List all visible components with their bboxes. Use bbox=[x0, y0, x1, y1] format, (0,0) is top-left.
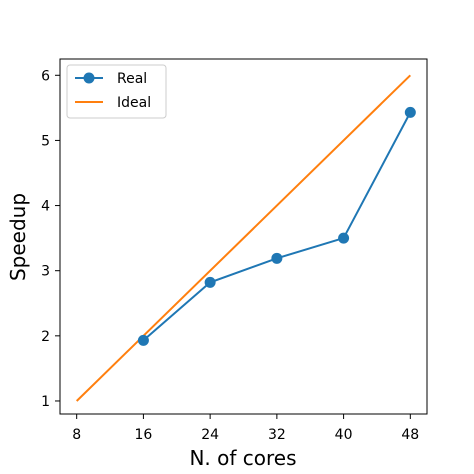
legend: Real Ideal bbox=[66, 64, 167, 119]
x-tick-label: 40 bbox=[335, 427, 353, 443]
y-tick-label: 2 bbox=[41, 329, 50, 345]
y-tick-label: 1 bbox=[41, 394, 50, 410]
x-tick-label: 8 bbox=[72, 427, 81, 443]
data-point-real bbox=[338, 232, 350, 244]
x-tick-label: 16 bbox=[134, 427, 152, 443]
y-tick-label: 3 bbox=[41, 264, 50, 280]
y-tick-label: 6 bbox=[41, 68, 50, 84]
series-layer bbox=[76, 74, 416, 402]
legend-real-marker bbox=[83, 72, 95, 84]
x-axis-label: N. of cores bbox=[189, 446, 296, 470]
data-point-real bbox=[271, 252, 283, 264]
data-point-real bbox=[137, 334, 149, 346]
legend-ideal-label: Ideal bbox=[117, 95, 151, 111]
data-point-real bbox=[204, 276, 216, 288]
y-tick-label: 5 bbox=[41, 133, 50, 149]
x-tick-label: 32 bbox=[268, 427, 286, 443]
x-tick-label: 48 bbox=[401, 427, 419, 443]
series-line-ideal bbox=[76, 74, 411, 402]
data-point-real bbox=[404, 106, 416, 118]
axes-layer: 8 16 24 32 40 48 1 2 3 4 5 6 bbox=[41, 58, 428, 443]
y-tick-label: 4 bbox=[41, 199, 50, 215]
y-axis-label: Speedup bbox=[6, 193, 30, 281]
axes-frame bbox=[59, 58, 428, 415]
legend-real-label: Real bbox=[117, 71, 147, 87]
x-tick-label: 24 bbox=[201, 427, 219, 443]
